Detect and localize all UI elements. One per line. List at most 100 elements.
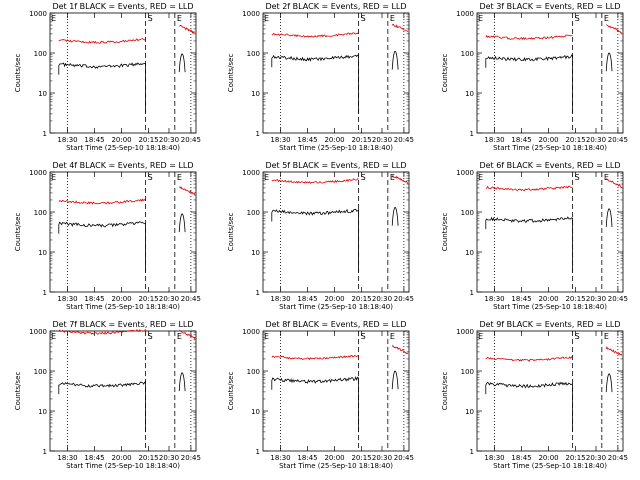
y-tick-label: 1000 (456, 10, 474, 18)
plot-frame (49, 12, 197, 134)
marker-s-label: S (148, 173, 153, 182)
x-tick-label: 18:45 (511, 454, 531, 462)
series-line-lld-late (391, 344, 409, 355)
y-axis-label: Counts/sec (441, 54, 449, 93)
chart-panel-2: Det 2f BLACK = Events, RED = LLD Counts/s… (227, 2, 414, 152)
marker-s-label: S (361, 332, 366, 341)
y-axis-label: Counts/sec (14, 372, 22, 411)
x-tick-label: 18:45 (84, 295, 104, 303)
series-line-events-late (605, 373, 613, 393)
x-tick-label: 18:45 (297, 136, 317, 144)
x-tick-label: 20:30 (372, 295, 392, 303)
series-line-events (271, 54, 360, 114)
x-tick-label: 18:30 (57, 295, 77, 303)
y-axis-label: Counts/sec (227, 213, 235, 252)
x-axis-label: Start Time (25-Sep-10 18:18:40) (493, 303, 607, 311)
series-line-lld (271, 32, 359, 38)
marker-e-label: E (264, 14, 269, 23)
series-line-lld-late (179, 186, 196, 196)
x-tick-label: 20:00 (538, 136, 558, 144)
marker-e-label: E (604, 14, 609, 23)
x-tick-label: 20:45 (181, 454, 201, 462)
marker-e-label: E (478, 332, 483, 341)
y-tick-label: 1 (43, 289, 47, 297)
y-tick-label: 100 (461, 209, 474, 217)
marker-e-label: E (478, 14, 483, 23)
series-line-lld (58, 328, 146, 335)
series-line-events (485, 216, 573, 273)
x-tick-label: 18:45 (297, 454, 317, 462)
chart-panel-3: Det 3f BLACK = Events, RED = LLD Counts/s… (441, 2, 628, 152)
series-line-lld-late (179, 330, 196, 340)
chart-title: Det 7f BLACK = Events, RED = LLD (52, 320, 193, 329)
x-axis-label: Start Time (25-Sep-10 18:18:40) (279, 303, 393, 311)
y-axis-label: Counts/sec (14, 54, 22, 93)
x-tick-label: 20:00 (111, 295, 131, 303)
x-axis-label: Start Time (25-Sep-10 18:18:40) (493, 462, 607, 470)
series-line-events-late (178, 372, 186, 392)
y-tick-label: 100 (247, 209, 260, 217)
series-line-lld (271, 178, 359, 185)
y-tick-label: 10 (38, 408, 47, 416)
y-tick-label: 1000 (242, 328, 260, 336)
series-line-lld-late (606, 24, 623, 34)
marker-e-label: E (177, 332, 182, 341)
x-tick-label: 18:30 (270, 136, 290, 144)
x-tick-label: 18:30 (484, 454, 504, 462)
chart-title: Det 2f BLACK = Events, RED = LLD (265, 2, 406, 11)
chart-panel-6: Det 6f BLACK = Events, RED = LLD Counts/s… (441, 161, 628, 311)
marker-e-label: E (390, 332, 395, 341)
x-tick-label: 20:45 (608, 136, 628, 144)
marker-e-label: E (51, 173, 56, 182)
y-tick-label: 1000 (242, 169, 260, 177)
plot-frame (476, 330, 624, 452)
y-axis-label: Counts/sec (227, 372, 235, 411)
x-tick-label: 20:30 (159, 136, 179, 144)
x-tick-label: 20:30 (159, 454, 179, 462)
x-axis-label: Start Time (25-Sep-10 18:18:40) (66, 303, 180, 311)
marker-s-label: S (361, 173, 366, 182)
y-tick-label: 1 (256, 289, 260, 297)
marker-e-label: E (604, 332, 609, 341)
x-axis-label: Start Time (25-Sep-10 18:18:40) (493, 144, 607, 152)
x-tick-label: 20:15 (565, 136, 585, 144)
x-tick-label: 20:00 (324, 454, 344, 462)
x-tick-label: 18:30 (270, 454, 290, 462)
chart-title: Det 1f BLACK = Events, RED = LLD (52, 2, 193, 11)
y-tick-label: 1 (43, 448, 47, 456)
x-tick-label: 20:45 (394, 454, 414, 462)
series-line-lld (58, 38, 146, 44)
x-tick-label: 20:45 (394, 295, 414, 303)
y-tick-label: 10 (465, 249, 474, 257)
x-tick-label: 20:15 (351, 295, 371, 303)
x-tick-label: 20:45 (181, 295, 201, 303)
series-line-events-late (391, 206, 399, 226)
x-tick-label: 20:45 (394, 136, 414, 144)
series-line-lld (485, 185, 573, 192)
series-line-lld-late (179, 24, 196, 34)
y-tick-label: 10 (251, 408, 260, 416)
x-tick-label: 18:30 (57, 454, 77, 462)
marker-e-label: E (51, 14, 56, 23)
x-tick-label: 20:30 (586, 295, 606, 303)
chart-panel-7: Det 7f BLACK = Events, RED = LLD Counts/s… (14, 320, 201, 470)
y-tick-label: 1 (256, 448, 260, 456)
marker-e-label: E (264, 173, 269, 182)
y-tick-label: 1 (43, 130, 47, 138)
x-tick-label: 18:45 (84, 454, 104, 462)
x-tick-label: 20:00 (324, 136, 344, 144)
y-axis-label: Counts/sec (441, 213, 449, 252)
x-tick-label: 20:00 (538, 454, 558, 462)
series-line-events (58, 380, 147, 432)
y-tick-label: 10 (251, 249, 260, 257)
x-tick-label: 20:15 (565, 454, 585, 462)
x-tick-label: 20:30 (372, 454, 392, 462)
y-tick-label: 100 (34, 50, 47, 58)
series-line-events (58, 221, 147, 273)
plot-frame (262, 171, 410, 293)
chart-panel-5: Det 5f BLACK = Events, RED = LLD Counts/s… (227, 161, 414, 311)
x-axis-label: Start Time (25-Sep-10 18:18:40) (279, 144, 393, 152)
marker-s-label: S (148, 14, 153, 23)
y-axis-label: Counts/sec (441, 372, 449, 411)
